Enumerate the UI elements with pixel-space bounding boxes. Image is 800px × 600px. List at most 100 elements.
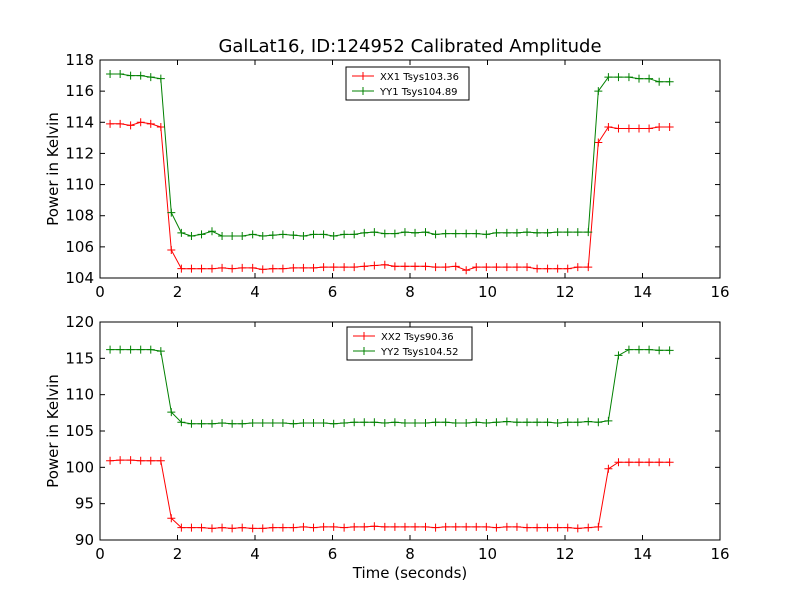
y-tick-label: 104 <box>65 269 94 287</box>
data-point-2 <box>421 419 430 428</box>
legend-box <box>345 66 470 101</box>
data-point-1 <box>512 522 521 531</box>
y-tick-label: 120 <box>65 313 94 331</box>
data-point-1 <box>451 262 460 271</box>
data-point-2 <box>411 419 420 428</box>
data-point-1 <box>573 524 582 533</box>
data-point-2 <box>218 231 227 240</box>
data-point-2 <box>543 418 552 427</box>
data-point-2 <box>400 228 409 237</box>
data-point-2 <box>126 345 135 354</box>
legend-swatch-marker <box>360 347 368 355</box>
data-point-2 <box>472 229 481 238</box>
data-point-2 <box>126 71 135 80</box>
data-point-2 <box>502 228 511 237</box>
data-point-1 <box>350 522 359 531</box>
data-point-2 <box>106 345 115 354</box>
data-point-1 <box>411 262 420 271</box>
y-tick-label: 105 <box>65 422 94 440</box>
data-point-1 <box>523 263 532 272</box>
data-point-2 <box>177 228 186 237</box>
x-tick-label: 6 <box>328 283 338 301</box>
y-tick-label: 112 <box>65 144 94 162</box>
data-point-2 <box>462 229 471 238</box>
data-point-2 <box>655 346 664 355</box>
data-point-1 <box>177 523 186 532</box>
y-tick-label: 95 <box>75 495 94 513</box>
data-point-1 <box>167 514 176 523</box>
data-point-1 <box>136 118 145 127</box>
data-point-2 <box>482 419 491 428</box>
data-point-1 <box>228 264 237 273</box>
data-point-1 <box>329 263 338 272</box>
data-point-1 <box>645 124 654 133</box>
data-point-1 <box>492 523 501 532</box>
data-point-1 <box>218 523 227 532</box>
data-point-2 <box>340 230 349 239</box>
x-tick-label: 2 <box>173 545 183 563</box>
data-point-2 <box>380 229 389 238</box>
data-point-1 <box>400 262 409 271</box>
data-point-2 <box>299 419 308 428</box>
data-point-1 <box>207 264 216 273</box>
y-tick-label: 110 <box>65 386 94 404</box>
data-point-2 <box>431 230 440 239</box>
data-point-1 <box>238 263 247 272</box>
data-point-2 <box>207 227 216 236</box>
data-point-2 <box>238 419 247 428</box>
data-point-2 <box>594 87 603 96</box>
data-point-1 <box>116 119 125 128</box>
data-point-1 <box>594 138 603 147</box>
data-point-2 <box>258 419 267 428</box>
data-point-1 <box>370 261 379 270</box>
data-point-1 <box>329 522 338 531</box>
data-point-2 <box>645 74 654 83</box>
data-point-2 <box>512 228 521 237</box>
data-point-1 <box>624 458 633 467</box>
y-tick-label: 100 <box>65 458 94 476</box>
data-point-1 <box>126 121 135 130</box>
x-tick-label: 0 <box>95 283 105 301</box>
data-point-1 <box>187 264 196 273</box>
data-point-2 <box>421 228 430 237</box>
data-point-2 <box>624 73 633 82</box>
data-point-1 <box>319 263 328 272</box>
data-point-1 <box>635 458 644 467</box>
legend-label: YY2 Tsys104.52 <box>380 347 459 358</box>
data-point-1 <box>380 260 389 269</box>
x-tick-label: 14 <box>633 545 652 563</box>
x-tick-label: 2 <box>173 283 183 301</box>
data-point-1 <box>207 524 216 533</box>
data-point-1 <box>645 458 654 467</box>
data-point-1 <box>146 456 155 465</box>
data-point-1 <box>441 522 450 531</box>
data-point-1 <box>462 266 471 275</box>
data-point-2 <box>523 228 532 237</box>
data-point-2 <box>614 351 623 360</box>
data-point-1 <box>146 119 155 128</box>
data-point-2 <box>614 73 623 82</box>
data-point-2 <box>645 345 654 354</box>
data-point-2 <box>329 231 338 240</box>
data-point-2 <box>319 419 328 428</box>
data-point-1 <box>472 263 481 272</box>
data-point-2 <box>350 418 359 427</box>
data-point-1 <box>156 122 165 131</box>
y-tick-label: 116 <box>65 82 94 100</box>
data-point-1 <box>390 522 399 531</box>
data-point-1 <box>655 122 664 131</box>
data-point-2 <box>655 77 664 86</box>
data-point-2 <box>116 70 125 79</box>
data-point-2 <box>299 231 308 240</box>
data-point-1 <box>136 456 145 465</box>
data-point-2 <box>197 419 206 428</box>
data-point-2 <box>370 418 379 427</box>
data-point-1 <box>228 524 237 533</box>
data-point-1 <box>604 464 613 473</box>
data-point-1 <box>197 523 206 532</box>
data-point-2 <box>573 228 582 237</box>
data-point-1 <box>502 263 511 272</box>
data-point-1 <box>350 263 359 272</box>
x-tick-label: 12 <box>555 283 574 301</box>
data-point-2 <box>167 208 176 217</box>
